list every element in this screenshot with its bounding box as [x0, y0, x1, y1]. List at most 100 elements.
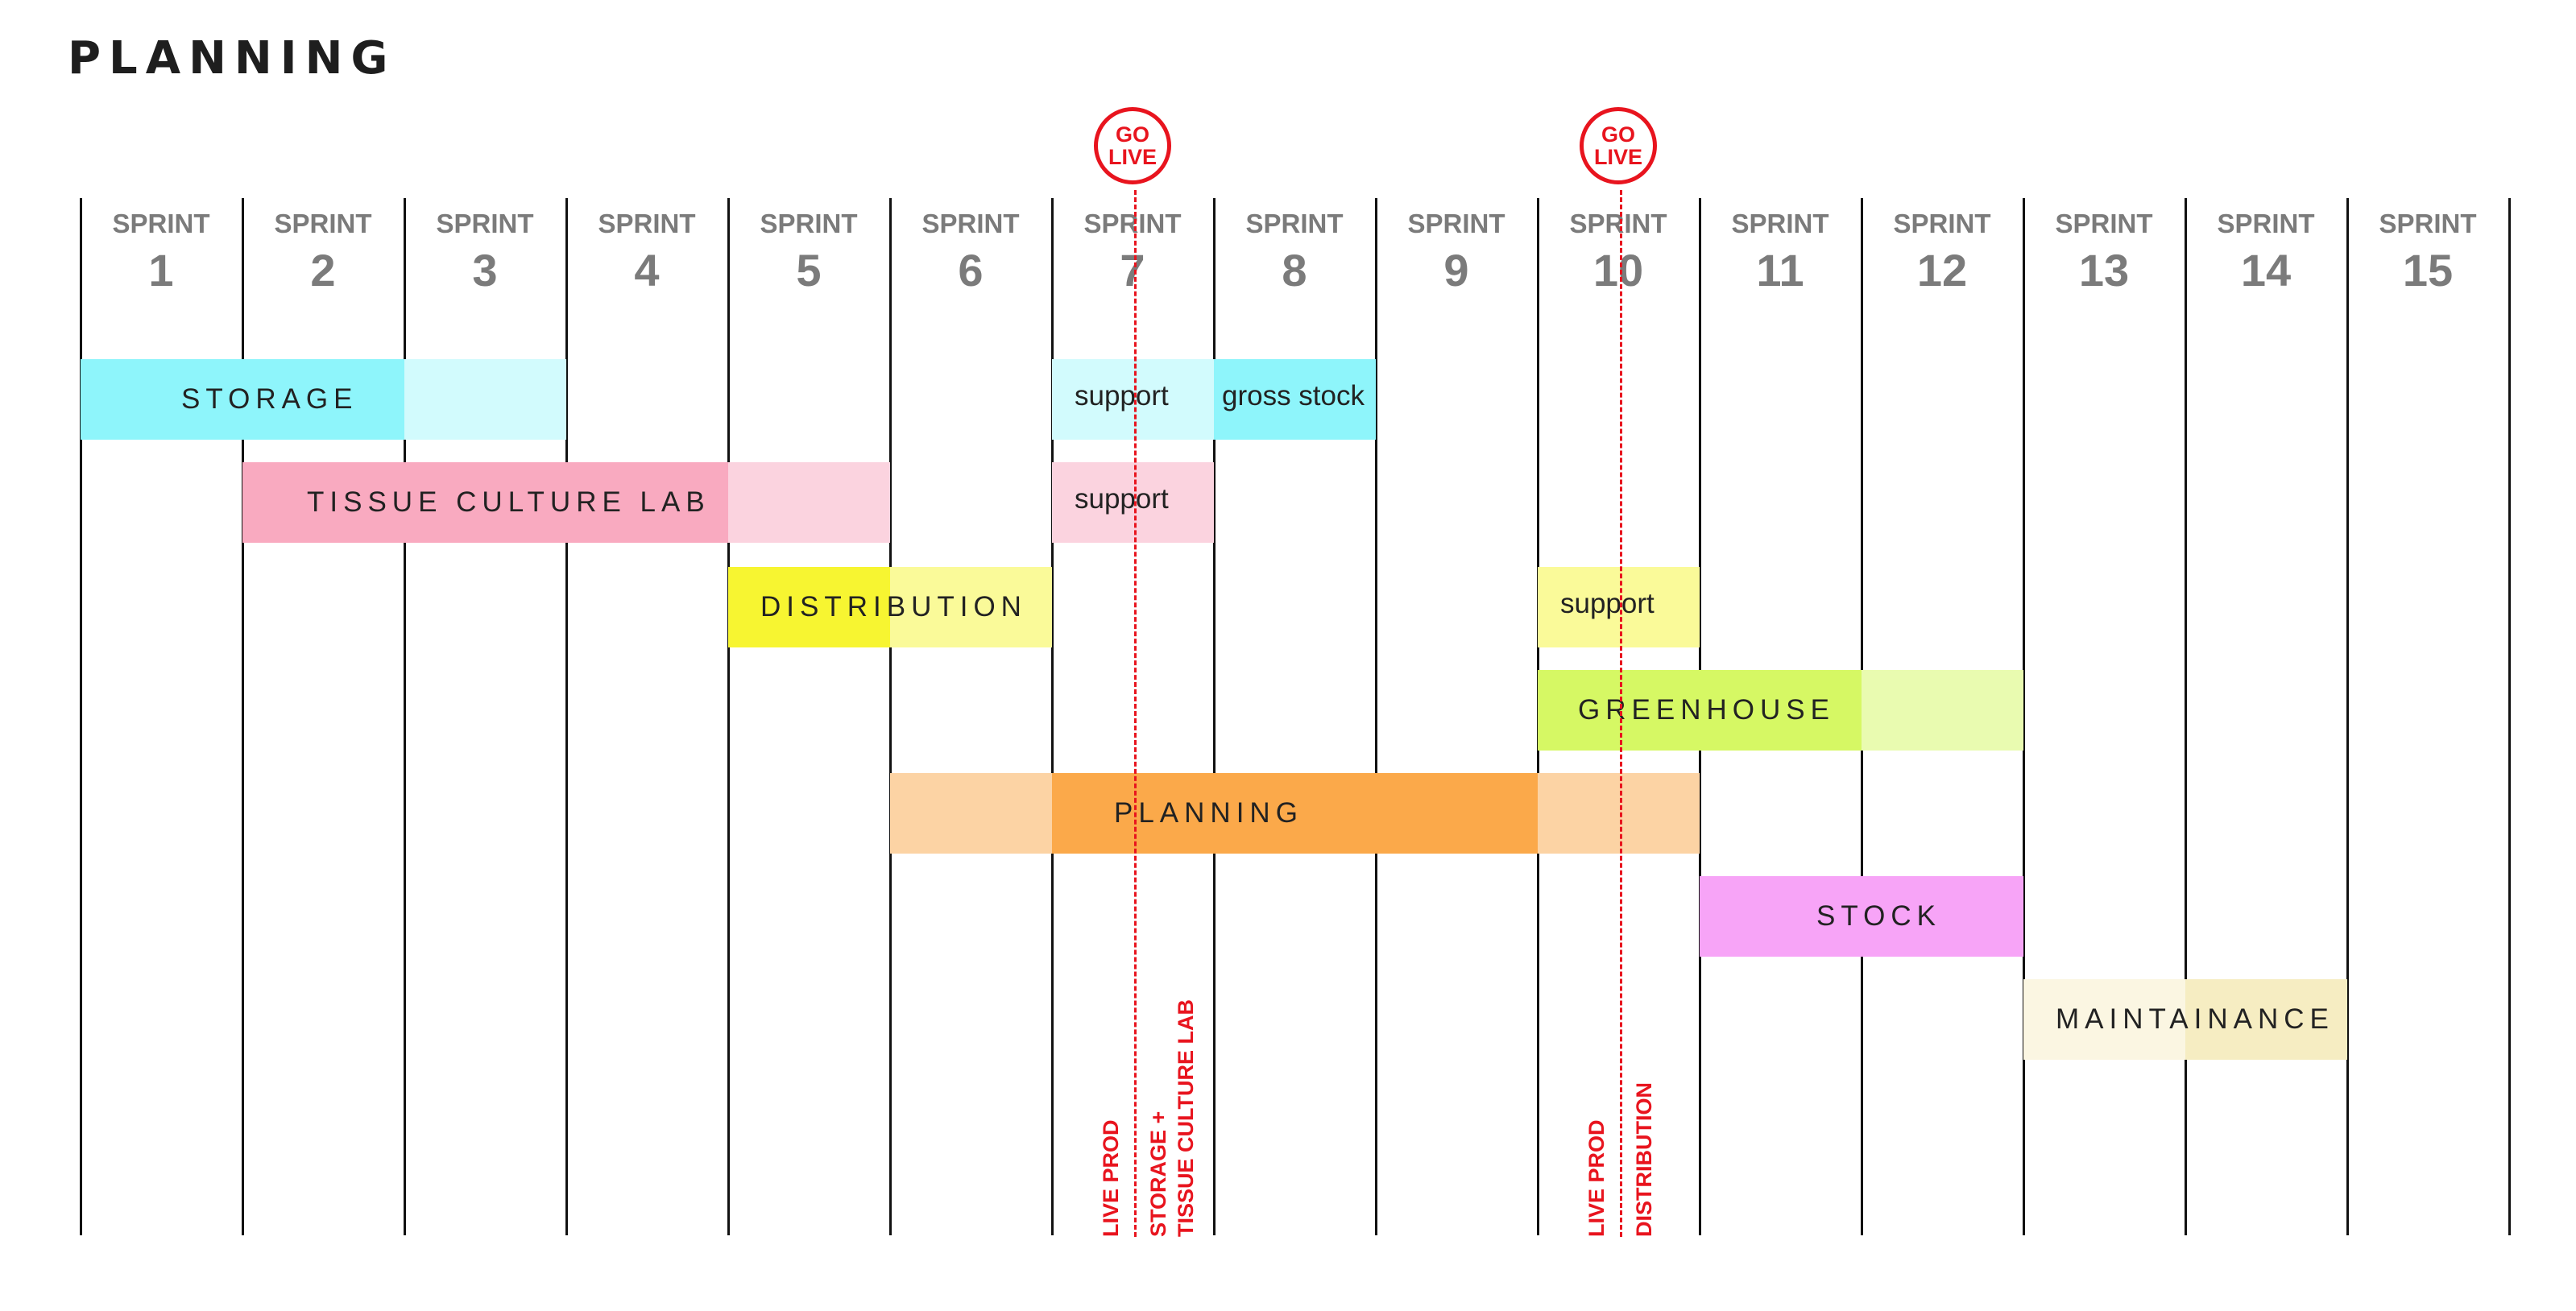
sprint-header: SPRINT 13 [2023, 208, 2185, 301]
workstream-bar-segment [1052, 462, 1214, 543]
sprint-header: SPRINT 11 [1700, 208, 1861, 301]
sprint-header-number: 3 [472, 245, 498, 296]
workstream-bar-segment [1052, 773, 1538, 854]
go-live-badge-line2: LIVE [1108, 145, 1157, 169]
sprint-header-number: 9 [1443, 245, 1469, 296]
sprint-header-word: SPRINT [1407, 209, 1505, 238]
sprint-header-word: SPRINT [921, 209, 1020, 238]
sprint-header: SPRINT 15 [2347, 208, 2508, 301]
sprint-header-word: SPRINT [1569, 209, 1667, 238]
workstream-bar-segment [1862, 670, 2023, 751]
workstream-bar-segment [890, 773, 1052, 854]
workstream-label-tissue-culture-lab: TISSUE CULTURE LAB [307, 486, 710, 518]
sprint-header: SPRINT 5 [728, 208, 889, 301]
go-live-scope-annotation: STORAGE + [1146, 1110, 1170, 1237]
sprint-header-word: SPRINT [2055, 209, 2153, 238]
workstream-label-distribution: DISTRIBUTION [760, 591, 1027, 622]
sprint-divider [1213, 198, 1216, 1235]
workstream-bar-segment [404, 359, 566, 440]
workstream-bar-segment [1700, 876, 2023, 957]
workstream-label-maintainance: MAINTAINANCE [2056, 1003, 2334, 1035]
sprint-header-number: 6 [958, 245, 984, 296]
sprint-header-number: 7 [1120, 245, 1145, 296]
workstream-label-support: support [1075, 380, 1169, 411]
workstream-bar-segment [81, 359, 404, 440]
go-live-dashed-line [1620, 190, 1622, 1237]
sprint-header-number: 10 [1592, 245, 1644, 296]
go-live-scope-annotation: TISSUE CULTURE LAB [1174, 999, 1198, 1237]
sprint-header-number: 14 [2240, 245, 2292, 296]
live-prod-annotation: LIVE PROD [1099, 1119, 1123, 1237]
sprint-header: SPRINT 1 [81, 208, 242, 301]
sprint-divider [2346, 198, 2349, 1235]
sprint-divider [889, 198, 892, 1235]
go-live-badge-line2: LIVE [1593, 145, 1642, 169]
sprint-header: SPRINT 4 [566, 208, 727, 301]
workstream-label-support: support [1075, 483, 1169, 515]
sprint-header-word: SPRINT [436, 209, 534, 238]
sprint-header-word: SPRINT [2217, 209, 2315, 238]
workstream-bar-segment [1538, 567, 1700, 647]
sprint-header: SPRINT 7 [1052, 208, 1213, 301]
sprint-header: SPRINT 14 [2185, 208, 2346, 301]
sprint-header-number: 8 [1282, 245, 1307, 296]
sprint-header-word: SPRINT [1083, 209, 1182, 238]
sprint-header-word: SPRINT [760, 209, 858, 238]
sprint-divider [2023, 198, 2025, 1235]
workstream-bar-segment [2023, 979, 2185, 1060]
live-prod-annotation: LIVE PROD [1584, 1119, 1609, 1237]
workstream-label-gross-stock: gross stock [1222, 380, 1365, 411]
sprint-header-word: SPRINT [1893, 209, 1991, 238]
sprint-header-number: 11 [1756, 245, 1804, 296]
sprint-header: SPRINT 2 [242, 208, 404, 301]
sprint-header-word: SPRINT [598, 209, 696, 238]
workstream-bar-segment [1052, 359, 1214, 440]
go-live-badge: GO LIVE [1094, 107, 1171, 184]
sprint-header-word: SPRINT [2379, 209, 2477, 238]
workstream-bar-segment [728, 462, 890, 543]
go-live-badge: GO LIVE [1580, 107, 1657, 184]
workstream-label-planning: PLANNING [1114, 797, 1303, 829]
sprint-divider [1051, 198, 1054, 1235]
page-title: PLANNING [68, 32, 396, 85]
sprint-header: SPRINT 6 [890, 208, 1051, 301]
sprint-header-number: 4 [634, 245, 660, 296]
go-live-dashed-line [1134, 190, 1137, 1237]
sprint-header: SPRINT 10 [1538, 208, 1699, 301]
workstream-label-storage: STORAGE [181, 383, 358, 415]
sprint-header-number: 1 [148, 245, 174, 296]
sprint-header: SPRINT 12 [1862, 208, 2023, 301]
sprint-divider [565, 198, 568, 1235]
sprint-divider [80, 198, 82, 1235]
go-live-badge-line1: GO [1115, 122, 1149, 147]
workstream-label-greenhouse: GREENHOUSE [1578, 694, 1835, 726]
workstream-bar-segment [728, 567, 890, 647]
sprint-header-number: 13 [2078, 245, 2130, 296]
sprint-divider [404, 198, 406, 1235]
workstream-bar-segment [890, 567, 1052, 647]
sprint-divider [2185, 198, 2187, 1235]
sprint-divider [242, 198, 244, 1235]
sprint-header-word: SPRINT [1245, 209, 1344, 238]
go-live-badge-line1: GO [1601, 122, 1635, 147]
workstream-label-support: support [1560, 588, 1655, 619]
sprint-header: SPRINT 3 [404, 208, 565, 301]
sprint-header-word: SPRINT [1731, 209, 1829, 238]
workstream-bar-segment [2185, 979, 2347, 1060]
workstream-bar-segment [1538, 670, 1862, 751]
workstream-bar-segment [1214, 359, 1376, 440]
sprint-divider [727, 198, 730, 1235]
sprint-header-number: 15 [2402, 245, 2454, 296]
sprint-header-word: SPRINT [112, 209, 210, 238]
sprint-header-number: 2 [310, 245, 336, 296]
go-live-scope-annotation: DISTRIBUTION [1632, 1082, 1656, 1237]
sprint-divider [1375, 198, 1377, 1235]
workstream-label-stock: STOCK [1816, 900, 1941, 932]
sprint-header: SPRINT 8 [1214, 208, 1375, 301]
sprint-header: SPRINT 9 [1376, 208, 1537, 301]
sprint-header-word: SPRINT [274, 209, 372, 238]
workstream-bar-segment [242, 462, 728, 543]
sprint-header-number: 5 [796, 245, 822, 296]
sprint-header-number: 12 [1916, 245, 1968, 296]
sprint-divider [2508, 198, 2511, 1235]
